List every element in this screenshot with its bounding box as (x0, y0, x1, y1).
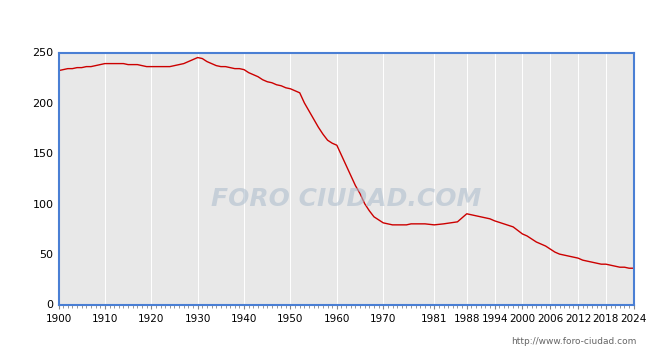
Text: FORO CIUDAD.COM: FORO CIUDAD.COM (211, 187, 481, 211)
Text: Viloria de Rioja (Municipio) - Evolucion del numero de Habitantes: Viloria de Rioja (Municipio) - Evolucion… (99, 14, 551, 28)
Text: http://www.foro-ciudad.com: http://www.foro-ciudad.com (512, 337, 637, 346)
